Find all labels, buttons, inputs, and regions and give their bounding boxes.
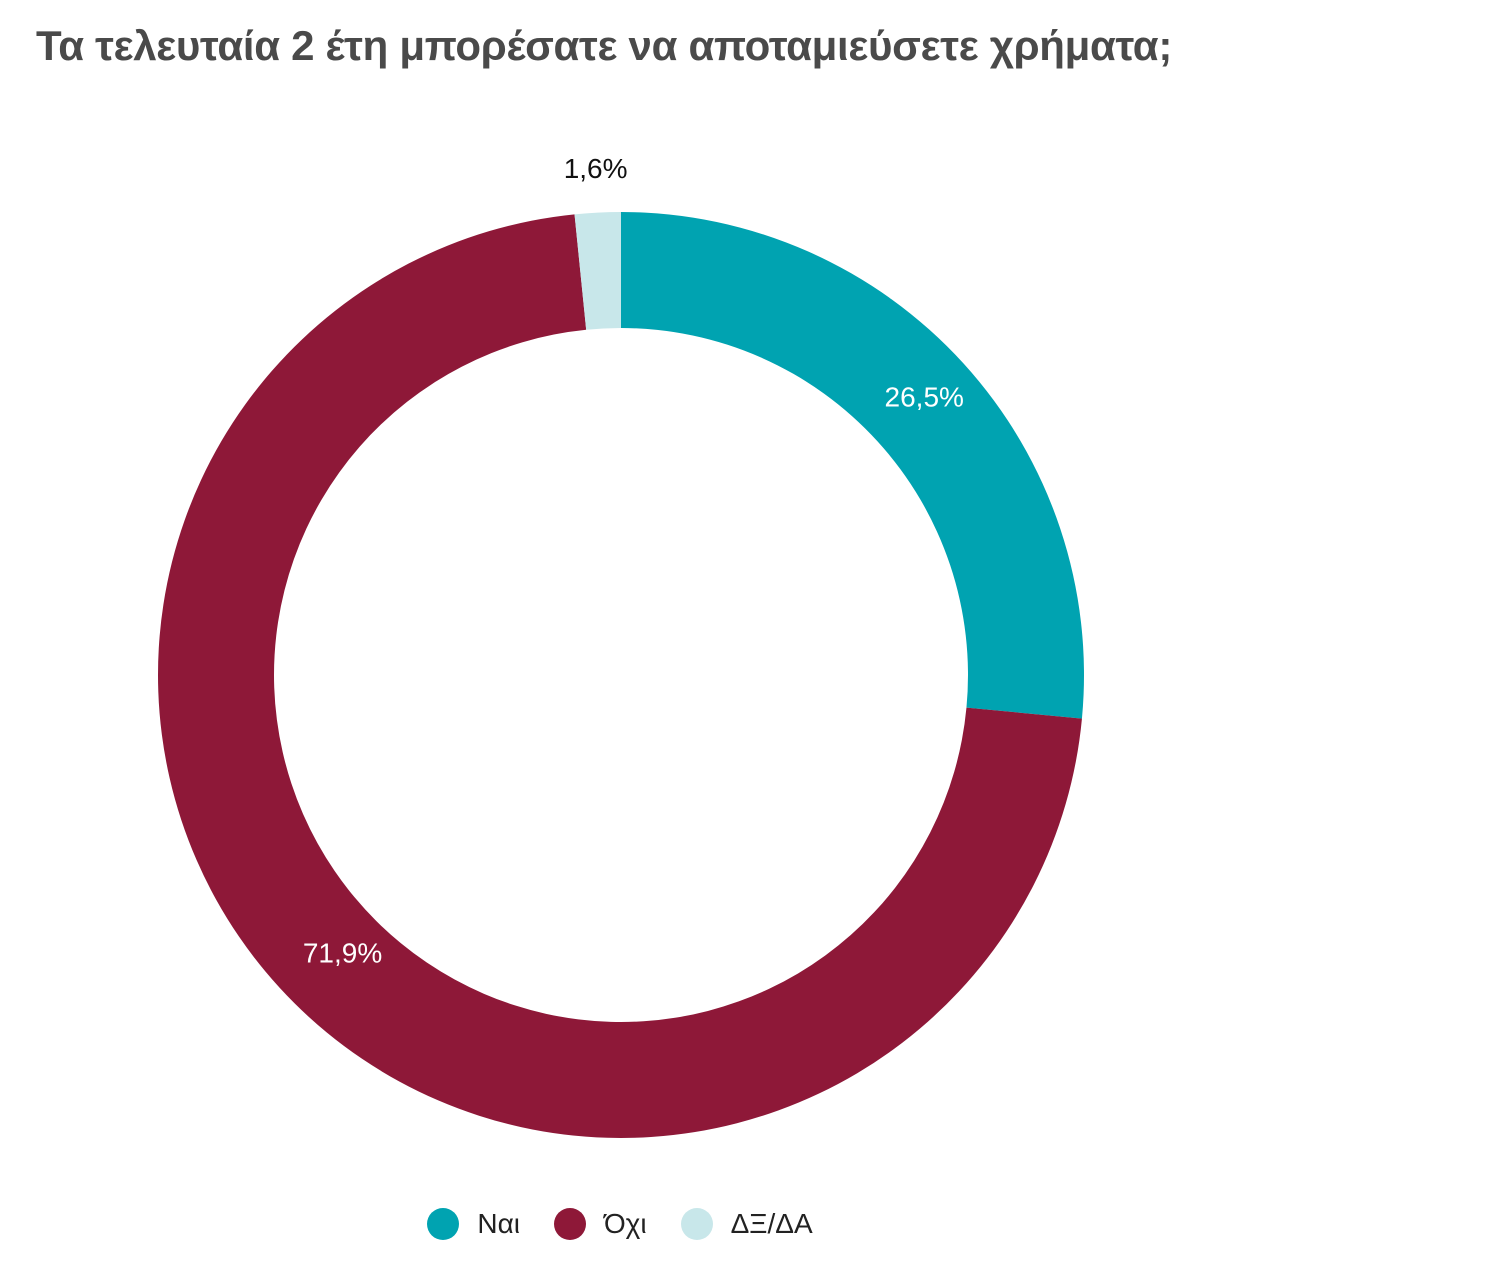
chart-title: Τα τελευταία 2 έτη μπορέσατε να αποταμιε… xyxy=(36,22,1173,69)
legend-swatch-no xyxy=(553,1208,586,1240)
donut-slice-dont-know xyxy=(574,212,621,330)
legend-item-yes: Ναι xyxy=(427,1208,520,1240)
legend-item-dont-know: ΔΞ/ΔΑ xyxy=(680,1208,813,1240)
data-label-yes: 26,5% xyxy=(885,381,964,412)
donut-chart: 26,5% 71,9% 1,6% xyxy=(158,153,1084,1139)
data-label-dont-know: 1,6% xyxy=(564,153,628,184)
data-label-no: 71,9% xyxy=(303,938,382,969)
chart-legend: Ναι Όχι ΔΞ/ΔΑ xyxy=(0,1208,1240,1240)
legend-swatch-yes xyxy=(427,1208,460,1240)
legend-label-dont-know: ΔΞ/ΔΑ xyxy=(730,1208,813,1239)
legend-label-no: Όχι xyxy=(603,1208,647,1239)
legend-item-no: Όχι xyxy=(553,1208,647,1240)
legend-label-yes: Ναι xyxy=(477,1208,520,1239)
donut-slice-yes xyxy=(621,212,1084,719)
legend-swatch-dont-know xyxy=(680,1208,713,1240)
